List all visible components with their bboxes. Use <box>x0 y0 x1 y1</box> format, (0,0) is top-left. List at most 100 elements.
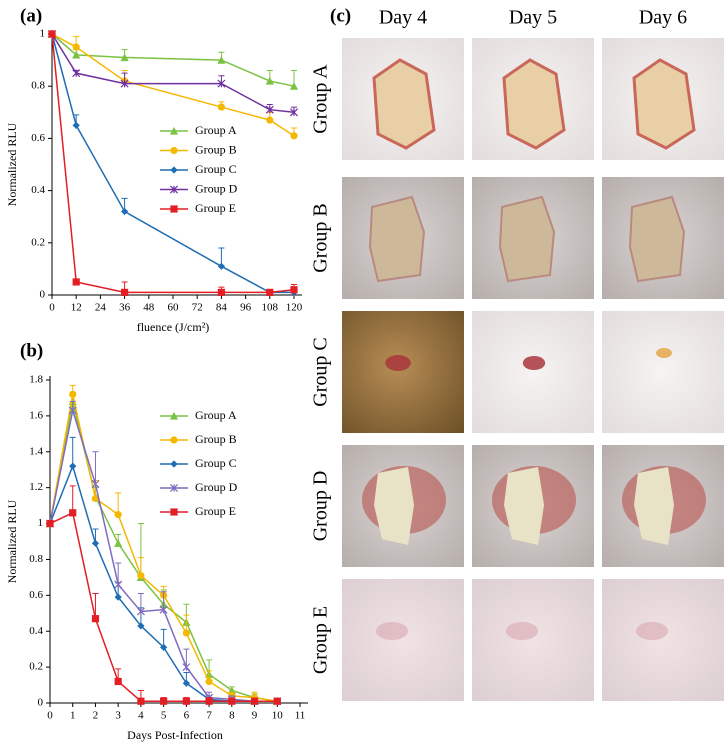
x-tick-label: 108 <box>262 302 279 314</box>
marker <box>160 643 168 651</box>
y-tick-label: 1.2 <box>29 481 43 493</box>
marker <box>121 207 129 216</box>
legend-label: Group E <box>195 201 236 215</box>
row-header: Group B <box>310 203 332 272</box>
x-tick-label: 4 <box>138 710 144 722</box>
marker <box>217 103 225 111</box>
wound <box>506 622 538 640</box>
y-tick-label: 0 <box>38 697 44 709</box>
row-header: Group A <box>310 64 332 134</box>
x-tick-label: 10 <box>272 710 284 722</box>
marker <box>120 53 129 62</box>
wound <box>632 58 696 150</box>
marker <box>48 30 56 38</box>
error-bar <box>69 436 76 467</box>
legend-label: Group A <box>195 408 237 422</box>
legend-marker <box>170 436 178 444</box>
wound <box>502 58 566 150</box>
legend-marker <box>169 411 179 420</box>
x-axis-title: fluence (J/cm²) <box>137 320 210 334</box>
legend-label: Group C <box>195 456 237 470</box>
marker <box>217 288 225 296</box>
legend-label: Group D <box>195 480 238 494</box>
y-axis-title: Normalized RLU <box>5 122 19 206</box>
marker <box>69 509 77 517</box>
wound <box>504 467 544 545</box>
wound <box>368 195 426 283</box>
y-tick-label: 0.4 <box>29 625 43 637</box>
series-line <box>49 410 278 702</box>
marker <box>137 571 145 580</box>
y-tick-label: 0.2 <box>31 236 45 248</box>
x-tick-label: 1 <box>70 710 76 722</box>
y-axis-title: Normalized RLU <box>5 499 19 583</box>
series-line <box>49 463 278 702</box>
column-header: Day 5 <box>509 7 557 29</box>
marker <box>137 697 145 705</box>
row-header: Group D <box>310 471 332 542</box>
legend-label: Group B <box>195 432 237 446</box>
photo <box>602 579 724 701</box>
wound <box>634 467 674 545</box>
legend-marker <box>170 166 178 174</box>
marker <box>217 262 225 270</box>
marker <box>265 76 274 85</box>
marker <box>159 605 168 614</box>
marker <box>228 697 236 705</box>
marker <box>182 679 190 687</box>
y-tick-label: 0.4 <box>31 184 45 196</box>
photo <box>472 579 594 701</box>
row-header: Group E <box>310 606 332 674</box>
panel-label: (c) <box>330 5 351 26</box>
marker <box>290 286 298 294</box>
x-tick-label: 48 <box>143 302 155 314</box>
wound <box>522 356 546 370</box>
x-tick-label: 60 <box>168 302 180 314</box>
error-bar <box>92 451 99 485</box>
marker <box>114 593 122 601</box>
x-tick-label: 120 <box>286 302 303 314</box>
series-line <box>51 33 295 294</box>
panel-label: (a) <box>20 5 42 26</box>
x-tick-label: 2 <box>93 710 99 722</box>
x-tick-label: 9 <box>252 710 258 722</box>
x-tick-label: 6 <box>184 710 190 722</box>
legend-label: Group B <box>195 142 237 156</box>
y-tick-label: 0.6 <box>31 132 45 144</box>
y-tick-label: 0.8 <box>31 80 45 92</box>
marker <box>265 105 274 114</box>
photo <box>342 579 464 701</box>
x-tick-label: 0 <box>49 302 55 314</box>
marker <box>91 480 100 489</box>
marker <box>114 539 123 547</box>
wound <box>628 195 686 283</box>
wound <box>385 355 411 371</box>
marker <box>121 288 129 296</box>
legend-marker <box>169 185 179 194</box>
marker <box>266 116 274 124</box>
y-tick-label: 1.6 <box>29 409 43 421</box>
x-tick-label: 8 <box>229 710 235 722</box>
wound <box>498 195 556 283</box>
photo <box>342 311 464 433</box>
x-tick-label: 7 <box>206 710 212 722</box>
marker <box>250 697 259 705</box>
y-tick-label: 0.8 <box>29 553 43 565</box>
legend-label: Group D <box>195 181 238 195</box>
y-tick-label: 1 <box>38 517 44 529</box>
marker <box>46 519 54 528</box>
marker <box>91 539 100 547</box>
series-line <box>51 33 294 294</box>
marker <box>69 390 77 398</box>
wound <box>656 348 672 358</box>
marker <box>217 79 226 88</box>
legend-marker <box>170 460 178 468</box>
marker <box>69 462 77 470</box>
legend-marker <box>170 508 178 516</box>
marker <box>205 677 213 686</box>
x-tick-label: 0 <box>47 710 53 722</box>
row-header: Group C <box>310 337 332 406</box>
legend-marker <box>170 205 178 213</box>
marker <box>273 697 281 705</box>
photo <box>472 311 594 433</box>
